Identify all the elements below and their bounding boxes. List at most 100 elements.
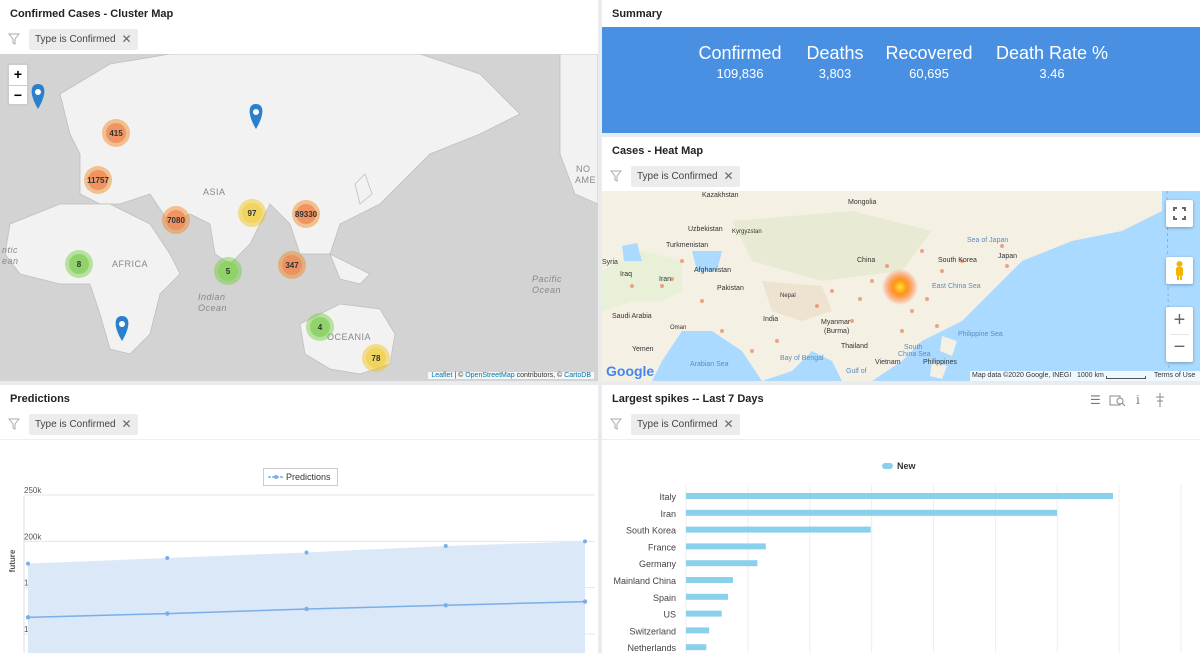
zoom-out-button[interactable]: − [9, 85, 27, 105]
osm-link[interactable]: OpenStreetMap [465, 372, 515, 379]
cluster-marker[interactable]: 8 [65, 250, 93, 278]
cluster-marker[interactable]: 7080 [162, 206, 190, 234]
bar [686, 543, 766, 550]
map-label: Syria [602, 259, 618, 266]
category-label: Iran [660, 509, 676, 519]
filter-chip-label: Type is Confirmed [637, 171, 718, 182]
cluster-marker[interactable]: 89330 [292, 200, 320, 228]
filter-icon[interactable] [610, 169, 622, 183]
summary-panel: Summary Confirmed 109,836 Deaths 3,803 R… [602, 0, 1200, 133]
fullscreen-icon [1173, 207, 1186, 220]
remove-filter-icon[interactable]: ✕ [121, 32, 132, 46]
prediction-point [165, 611, 170, 616]
map-label: AFRICA [112, 259, 149, 269]
band-point [443, 543, 448, 548]
filter-icon[interactable] [610, 417, 622, 431]
bar [686, 560, 758, 567]
cluster-marker[interactable]: 78 [362, 344, 390, 372]
map-label: Bay of Bengal [780, 355, 824, 362]
google-logo[interactable]: Google [606, 363, 655, 379]
map-marker-icon[interactable] [31, 84, 45, 109]
map-marker-icon[interactable] [115, 316, 129, 341]
stat-label: Confirmed [698, 43, 782, 63]
terms-link[interactable]: Terms of Use [1154, 372, 1196, 379]
category-label: Italy [659, 492, 676, 502]
street-view-button[interactable] [1166, 257, 1193, 284]
category-label: France [648, 542, 676, 552]
prediction-point [25, 615, 31, 620]
filter-chip[interactable]: Type is Confirmed ✕ [29, 29, 138, 50]
bar [686, 526, 871, 533]
predictions-chart[interactable]: 250k200k150k100k [0, 385, 598, 653]
heat-zoom-out-button[interactable]: − [1173, 336, 1186, 358]
map-label: Vietnam [875, 359, 901, 366]
filter-chip[interactable]: Type is Confirmed ✕ [29, 414, 138, 435]
spikes-panel: Largest spikes -- Last 7 Days ☰ i Type i… [602, 385, 1200, 653]
map-label: South Korea [938, 257, 977, 264]
explore-data-icon[interactable] [1109, 394, 1127, 408]
remove-filter-icon[interactable]: ✕ [723, 417, 734, 431]
category-label: Mainland China [613, 576, 676, 586]
category-label: South Korea [626, 526, 676, 536]
fullscreen-button[interactable] [1166, 200, 1193, 227]
divider [1170, 334, 1189, 335]
filter-icon[interactable] [8, 32, 20, 46]
map-label: India [763, 316, 779, 323]
chart-legend[interactable]: New [882, 461, 916, 471]
map-footer: Map data ©2020 Google, INEGI 1000 km Ter… [970, 371, 1200, 381]
map-label: Kyrgyzstan [732, 229, 762, 235]
filter-row: Type is Confirmed ✕ [0, 411, 598, 439]
map-label: Philippines [923, 359, 957, 366]
map-marker-icon[interactable] [249, 104, 263, 129]
remove-filter-icon[interactable]: ✕ [723, 169, 734, 183]
cluster-marker[interactable]: 97 [238, 199, 266, 227]
panel-title: Largest spikes -- Last 7 Days [612, 393, 764, 405]
category-label: Germany [639, 559, 677, 569]
map-label: ean [2, 256, 19, 266]
y-tick-label: 250k [24, 486, 42, 495]
stat-recovered: Recovered 60,695 [880, 43, 978, 81]
bar [686, 627, 710, 634]
map-label: China Sea [898, 351, 931, 358]
map-label: Ocean [198, 303, 228, 313]
band-point [304, 550, 309, 555]
filter-chip[interactable]: Type is Confirmed ✕ [631, 414, 740, 435]
legend-label: Predictions [286, 472, 331, 482]
list-icon[interactable]: ☰ [1090, 393, 1101, 407]
zoom-control: + − [7, 63, 29, 106]
cluster-marker[interactable]: 11757 [84, 166, 112, 194]
zoom-in-button[interactable]: + [13, 66, 23, 82]
filter-row: Type is Confirmed ✕ [602, 411, 1200, 439]
band-point [165, 556, 170, 561]
map-label: Saudi Arabia [612, 313, 652, 320]
pin-icon[interactable] [1154, 392, 1166, 408]
category-label: Netherlands [627, 643, 676, 653]
remove-filter-icon[interactable]: ✕ [121, 417, 132, 431]
cluster-map[interactable]: ASIA AFRICA OCEANIA Indian Ocean Pacific… [0, 54, 598, 381]
map-label: ASIA [203, 187, 226, 197]
heat-zoom-in-button[interactable]: + [1173, 309, 1186, 331]
divider [602, 439, 1200, 440]
stat-value: 109,836 [716, 66, 764, 81]
pegman-icon [1176, 261, 1183, 280]
filter-row: Type is Confirmed ✕ [0, 26, 598, 54]
carto-link[interactable]: CartoDB [564, 372, 591, 379]
chart-legend[interactable]: Predictions [263, 468, 338, 486]
map-label: Sea of Japan [967, 237, 1009, 244]
cluster-marker[interactable]: 347 [278, 251, 306, 279]
bar [686, 577, 733, 583]
cluster-marker[interactable]: 415 [102, 119, 130, 147]
info-icon[interactable]: i [1136, 393, 1140, 407]
cluster-marker[interactable]: 5 [214, 257, 242, 285]
cluster-marker[interactable]: 4 [306, 313, 334, 341]
spikes-chart[interactable]: Italy Iran South Korea France Germany Mainlan… [602, 385, 1200, 653]
filter-icon[interactable] [8, 417, 20, 431]
map-label: Kazakhstan [702, 192, 739, 199]
leaflet-link[interactable]: Leaflet [431, 372, 453, 379]
legend-swatch [882, 463, 893, 469]
summary-stats-box: Confirmed 109,836 Deaths 3,803 Recovered… [602, 27, 1200, 133]
stat-value: 3,803 [818, 66, 852, 81]
bar [686, 644, 707, 651]
heat-map[interactable]: Kazakhstan Mongolia Uzbekistan Kyrgyzsta… [602, 191, 1200, 381]
filter-chip[interactable]: Type is Confirmed ✕ [631, 166, 740, 187]
